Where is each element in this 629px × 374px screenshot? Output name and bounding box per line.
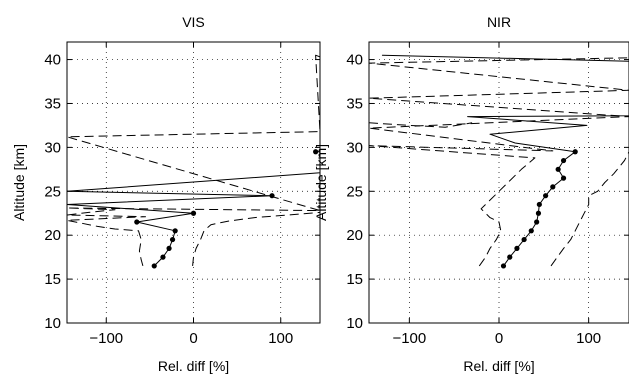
vis-data-point-0-6: [190, 210, 197, 216]
nir-data-point-0-6: [535, 210, 542, 216]
vis-ytick-label-5: 35: [44, 95, 61, 112]
vis-data-point-0-0: [151, 263, 157, 269]
nir-data-point-0-10: [560, 175, 567, 181]
vis-data-point-0-12: [313, 149, 319, 155]
nir-xlabel: Rel. diff [%]: [463, 358, 534, 374]
nir-ytick-label-6: 40: [346, 52, 363, 69]
vis-data-point-0-2: [166, 245, 172, 251]
vis-xlabel: Rel. diff [%]: [158, 358, 229, 374]
nir-data-point-0-0: [500, 263, 507, 269]
nir-series-line-3: [369, 122, 473, 128]
vis-ytick-label-2: 20: [44, 227, 61, 244]
vis-data-point-0-3: [169, 236, 176, 243]
nir-ytick-label-1: 15: [346, 271, 363, 288]
vis-ytick-label-4: 30: [44, 139, 61, 156]
nir-data-point-0-3: [521, 236, 527, 243]
vis-data-point-0-5: [134, 219, 140, 225]
vis-ytick-label-3: 25: [44, 183, 61, 200]
vis-panel: VIS Rel. diff [%] Altitude [km] −100 0 100…: [11, 14, 321, 374]
vis-ytick-label-0: 10: [44, 315, 61, 332]
nir-ytick-label-4: 30: [346, 139, 363, 156]
vis-series-line-1: [67, 54, 320, 267]
vis-data-point-0-1: [160, 254, 166, 260]
nir-xtick-label-1: 0: [495, 330, 503, 347]
nir-series-line-2: [550, 151, 629, 267]
vis-ytick-label-1: 15: [44, 271, 61, 288]
nir-data-point-0-11: [555, 166, 561, 172]
nir-data-point-0-9: [550, 184, 556, 190]
nir-data-point-0-1: [507, 254, 513, 260]
nir-title: NIR: [487, 14, 511, 30]
vis-data-point-0-4: [172, 228, 178, 234]
nir-ytick-label-2: 20: [346, 227, 363, 244]
vis-xtick-label-2: 100: [268, 330, 293, 347]
nir-ytick-label-3: 25: [346, 183, 363, 200]
nir-data-point-0-12: [560, 157, 567, 164]
nir-ylabel: Altitude [km]: [313, 144, 329, 221]
vis-xtick-label-1: 0: [189, 330, 197, 347]
nir-xtick-label-2: 100: [576, 330, 601, 347]
vis-title: VIS: [182, 14, 205, 30]
nir-data-point-0-4: [528, 228, 534, 234]
nir-xtick-label-0: −100: [392, 330, 426, 347]
vis-series-line-2: [192, 211, 320, 266]
vis-ylabel: Altitude [km]: [11, 144, 27, 221]
nir-data-point-0-2: [514, 245, 520, 251]
vis-xtick-label-0: −100: [89, 330, 123, 347]
nir-data-point-0-13: [572, 149, 578, 155]
nir-ytick-label-0: 10: [346, 315, 363, 332]
vis-ytick-label-6: 40: [44, 52, 61, 69]
nir-data-point-0-8: [543, 193, 549, 199]
nir-series-line-0: [381, 54, 629, 267]
nir-ytick-label-5: 35: [346, 95, 363, 112]
nir-data-point-0-5: [534, 219, 540, 225]
nir-panel: NIR Rel. diff [%] Altitude [km] −100 0 100…: [313, 14, 629, 374]
nir-data-point-0-7: [536, 201, 542, 208]
nir-series-line-1: [369, 57, 629, 267]
